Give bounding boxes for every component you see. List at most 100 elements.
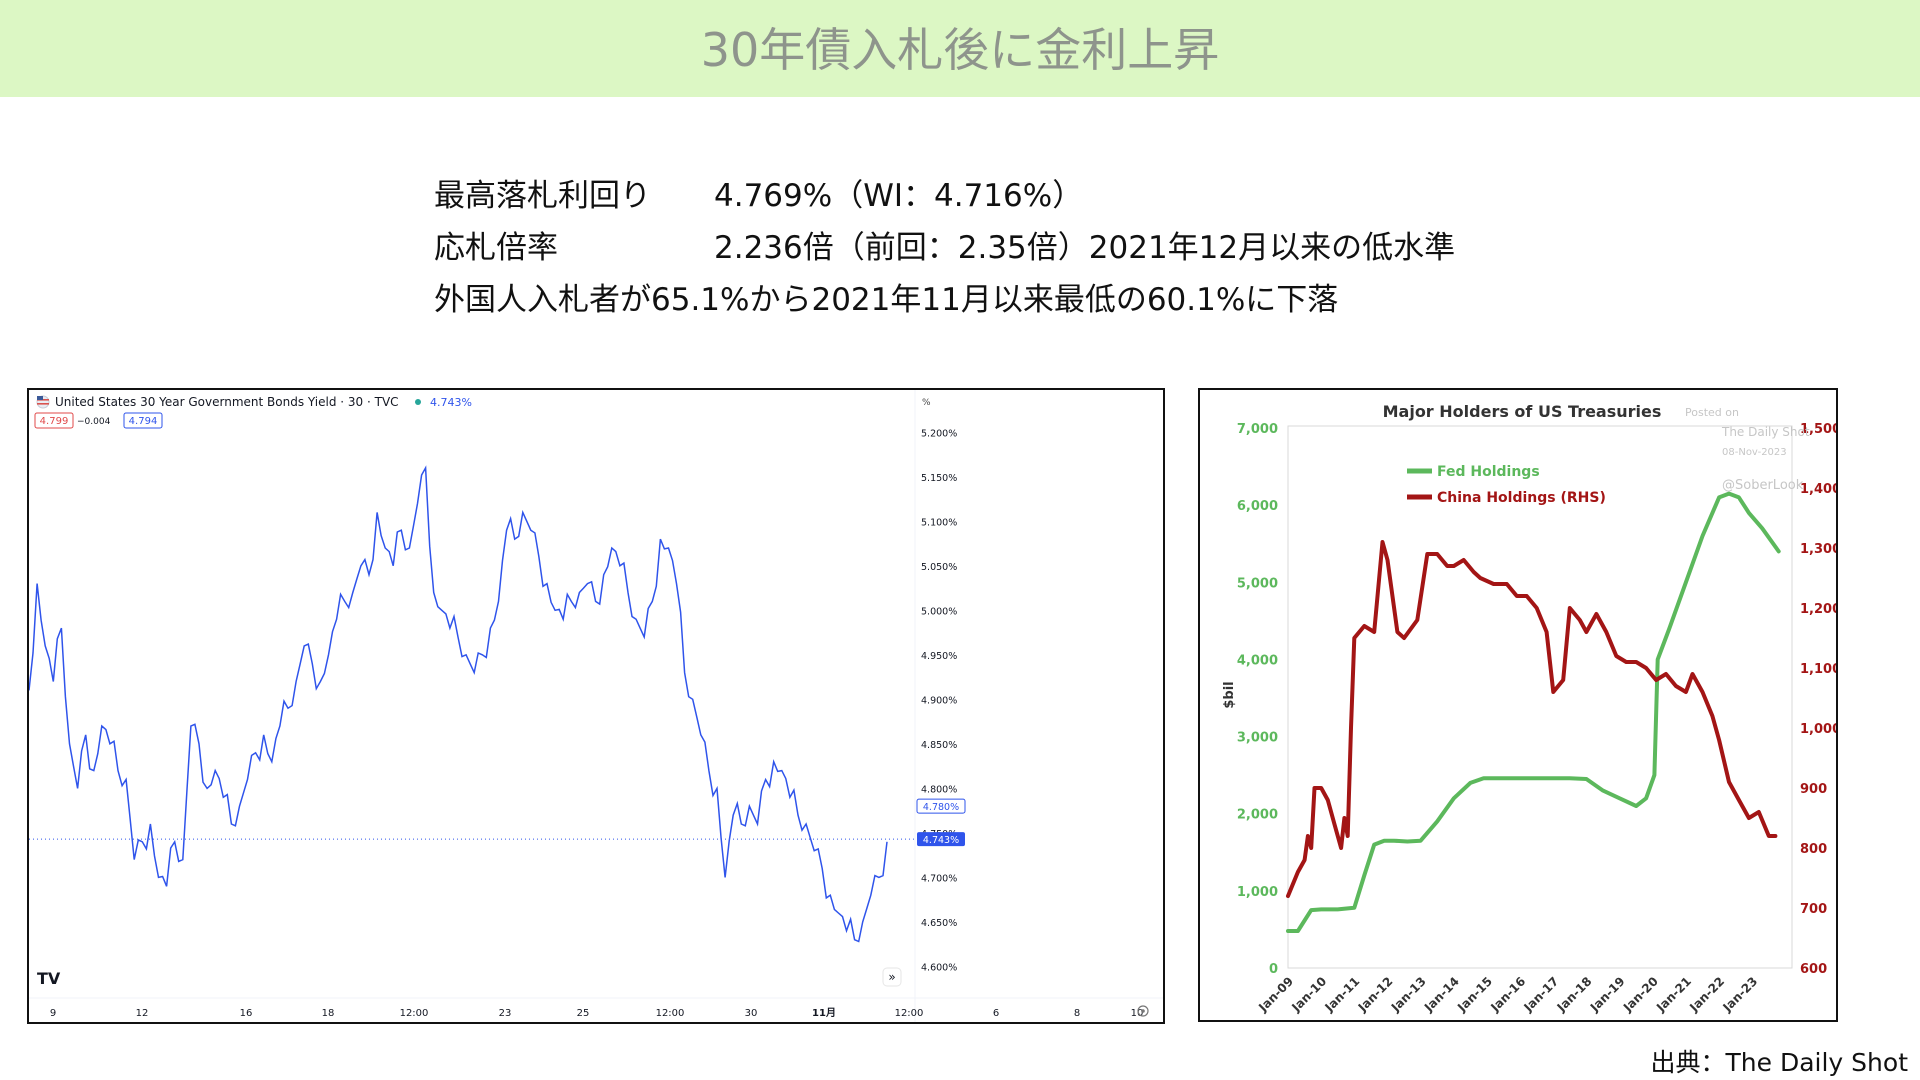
x-tick-label: 18 xyxy=(322,1008,335,1019)
x-tick-label: 30 xyxy=(745,1008,758,1019)
change-value: −0.004 xyxy=(77,417,111,427)
y-right-tick-label: 1,000 xyxy=(1800,722,1836,737)
y-right-tick-label: 1,200 xyxy=(1800,602,1836,617)
y-tick-label: 5.100% xyxy=(921,517,957,528)
x-tick-label: 8 xyxy=(1074,1008,1080,1019)
x-tick-label: Jan-23 xyxy=(1719,974,1760,1015)
yield-chart-panel: 5.200% 5.150% 5.100% 5.050% 5.000% 4.950% 4.90… xyxy=(27,388,1165,1024)
x-tick-label: Jan-14 xyxy=(1421,974,1462,1015)
y-tick-label: 4.700% xyxy=(921,873,957,884)
summary-value: 2.236倍（前回：2.35倍）2021年12月以来の低水準 xyxy=(714,230,1456,266)
summary-value: 4.769%（WI：4.716%） xyxy=(714,178,1084,214)
summary-label: 応札倍率 xyxy=(434,230,558,266)
holders-chart: 0 1,000 2,000 3,000 4,000 5,000 6,000 7,000 600 7… xyxy=(1222,402,1841,1015)
x-tick-label: 16 xyxy=(240,1008,253,1019)
tradingview-logo: TV xyxy=(37,969,61,988)
settings-gear-icon-center xyxy=(1141,1009,1145,1013)
y-tick-label: 4.800% xyxy=(921,784,957,795)
bid-value: 4.799 xyxy=(40,416,69,427)
us-flag-icon xyxy=(36,395,50,409)
summary-value: 外国人入札者が65.1%から2021年11月以来最低の60.1%に下落 xyxy=(434,282,1339,318)
last-value-label: 4.743% xyxy=(430,396,472,409)
bid-box[interactable] xyxy=(34,412,74,429)
y-right-tick-label: 700 xyxy=(1800,902,1827,917)
x-tick-label: Jan-11 xyxy=(1322,974,1363,1015)
scroll-to-latest-button[interactable] xyxy=(882,967,902,987)
china-holdings-line xyxy=(1286,540,1778,898)
x-tick-label: Jan-13 xyxy=(1388,974,1429,1015)
y-right-tick-label: 1,400 xyxy=(1800,482,1836,497)
y-right-tick-label: 1,500 xyxy=(1800,422,1836,437)
y-right-tick-label: 800 xyxy=(1800,842,1827,857)
plot-frame xyxy=(1287,425,1793,969)
price-tag-upper xyxy=(916,798,966,814)
y-tick-label: 5.050% xyxy=(921,562,957,573)
yield-chart[interactable]: 5.200% 5.150% 5.100% 5.050% 5.000% 4.950% 4.90… xyxy=(28,390,1163,1022)
y-right-tick-label: 600 xyxy=(1800,962,1827,977)
auction-summary: 最高落札利回り 4.769%（WI：4.716%） 応札倍率 2.236倍（前回：2… xyxy=(434,170,1455,326)
summary-label: 最高落札利回り xyxy=(434,178,651,214)
y-tick-label: 4.650% xyxy=(921,918,957,929)
x-tick-label: Jan-16 xyxy=(1487,974,1528,1015)
y-axis-label: $bil xyxy=(1222,681,1237,708)
watermark-line: @SoberLook xyxy=(1722,478,1804,493)
x-tick-label: Jan-12 xyxy=(1355,974,1396,1015)
x-tick-label: Jan-21 xyxy=(1653,974,1694,1015)
x-tick-label: 10 xyxy=(1131,1008,1144,1019)
double-chevron-right-icon: » xyxy=(888,970,895,984)
y-right-tick-label: 900 xyxy=(1800,782,1827,797)
y-left-tick-label: 3,000 xyxy=(1237,731,1278,746)
watermark-line: The Daily Shot xyxy=(1721,425,1810,439)
x-tick-label: 23 xyxy=(499,1008,512,1019)
page-title: 30年債入札後に金利上昇 xyxy=(700,23,1220,77)
x-tick-label: 11月 xyxy=(812,1007,836,1019)
x-tick-label: 12 xyxy=(136,1008,149,1019)
header-bar: 30年債入札後に金利上昇 xyxy=(0,0,1920,97)
x-tick-label: 6 xyxy=(993,1008,999,1019)
x-tick-label: Jan-17 xyxy=(1521,974,1562,1015)
holders-chart-title: Major Holders of US Treasuries xyxy=(1383,402,1662,421)
y-right-tick-label: 1,300 xyxy=(1800,542,1836,557)
x-tick-label: 12:00 xyxy=(656,1008,685,1019)
holders-chart-panel: 0 1,000 2,000 3,000 4,000 5,000 6,000 7,000 600 7… xyxy=(1198,388,1841,1022)
settings-gear-icon[interactable] xyxy=(1137,1005,1149,1017)
y-tick-label: 5.000% xyxy=(921,606,957,617)
legend-label-china: China Holdings (RHS) xyxy=(1437,490,1606,506)
x-tick-label: Jan-20 xyxy=(1620,974,1661,1015)
x-tick-label: 12:00 xyxy=(400,1008,429,1019)
y-left-tick-label: 4,000 xyxy=(1237,653,1278,668)
y-left-tick-label: 1,000 xyxy=(1237,885,1278,900)
y-tick-label: 4.900% xyxy=(921,695,957,706)
y-left-tick-label: 2,000 xyxy=(1237,808,1278,823)
x-tick-label: Jan-10 xyxy=(1288,974,1329,1015)
fed-holdings-line xyxy=(1286,491,1781,933)
y-tick-label: 4.600% xyxy=(921,962,957,973)
legend-label-fed: Fed Holdings xyxy=(1437,464,1540,480)
x-tick-label: Jan-19 xyxy=(1587,974,1628,1015)
y-tick-label: 5.150% xyxy=(921,473,957,484)
x-tick-label: Jan-22 xyxy=(1686,974,1727,1015)
x-tick-label: 12:00 xyxy=(895,1008,924,1019)
yield-series-line xyxy=(28,465,888,943)
price-tag-current xyxy=(917,832,965,847)
price-tag-current-label: 4.743% xyxy=(923,835,959,846)
watermark-line: 08-Nov-2023 xyxy=(1722,447,1787,458)
y-tick-label: 5.200% xyxy=(921,428,957,439)
ask-box[interactable] xyxy=(123,412,163,429)
y-right-tick-label: 1,100 xyxy=(1800,662,1836,677)
y-left-tick-label: 7,000 xyxy=(1237,422,1278,437)
unit-label: % xyxy=(922,398,931,408)
y-left-tick-label: 0 xyxy=(1269,962,1278,977)
x-tick-label: 25 xyxy=(577,1008,590,1019)
y-tick-label: 4.950% xyxy=(921,651,957,662)
summary-row-yield: 最高落札利回り 4.769%（WI：4.716%） xyxy=(434,170,1455,222)
x-tick-label: 9 xyxy=(50,1008,56,1019)
y-left-tick-label: 5,000 xyxy=(1237,576,1278,591)
y-tick-label: 4.850% xyxy=(921,740,957,751)
price-tag-upper-label: 4.780% xyxy=(923,802,959,813)
chart-title: United States 30 Year Government Bonds Y… xyxy=(55,395,399,409)
summary-row-foreign-bidders: 外国人入札者が65.1%から2021年11月以来最低の60.1%に下落 xyxy=(434,274,1455,326)
x-tick-label: Jan-18 xyxy=(1554,974,1595,1015)
x-tick-label: Jan-15 xyxy=(1454,974,1495,1015)
summary-row-bid-to-cover: 応札倍率 2.236倍（前回：2.35倍）2021年12月以来の低水準 xyxy=(434,222,1455,274)
